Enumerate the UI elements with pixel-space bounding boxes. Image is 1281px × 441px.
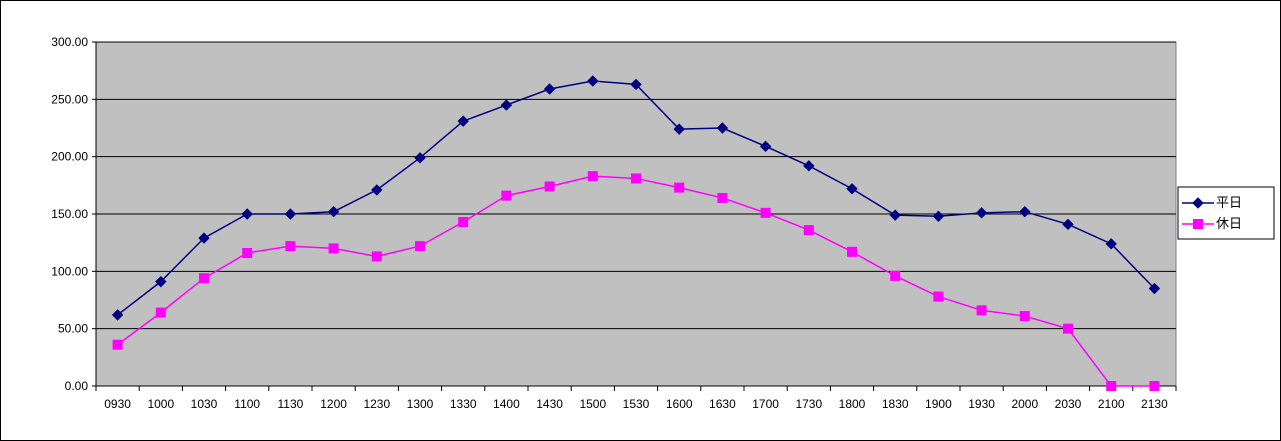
x-tick-label: 1630 xyxy=(709,397,736,411)
data-point-series-2 xyxy=(371,251,382,262)
data-point-series-1 xyxy=(759,140,772,153)
x-tick-label: 1100 xyxy=(234,397,260,411)
x-tick-label: 1130 xyxy=(277,397,303,411)
data-point-series-1 xyxy=(630,78,642,91)
data-point-series-1 xyxy=(889,209,901,221)
y-tick-label: 50.00 xyxy=(58,322,88,336)
data-point-series-1 xyxy=(932,210,945,223)
x-tick-label: 1830 xyxy=(882,397,909,411)
data-point-series-2 xyxy=(933,291,944,302)
x-tick-label: 0930 xyxy=(104,397,131,411)
data-point-series-1 xyxy=(111,309,124,321)
data-point-series-1 xyxy=(155,275,167,288)
x-tick-label: 1700 xyxy=(752,397,779,411)
data-point-series-2 xyxy=(285,241,296,252)
x-tick-label: 1230 xyxy=(363,397,390,411)
data-point-series-2 xyxy=(155,307,166,318)
data-point-series-2 xyxy=(112,339,123,350)
data-point-series-1 xyxy=(543,83,556,95)
x-tick-label: 1600 xyxy=(666,397,693,411)
y-tick-label: 0.00 xyxy=(65,379,89,393)
data-point-series-2 xyxy=(199,273,209,284)
x-tick-label: 1800 xyxy=(839,397,866,411)
data-point-series-1 xyxy=(803,160,815,172)
legend-marker-series-1 xyxy=(1192,197,1204,209)
y-tick-label: 100.00 xyxy=(51,264,88,278)
data-point-series-2 xyxy=(242,247,253,258)
x-tick-label: 1430 xyxy=(536,397,563,411)
data-point-series-2 xyxy=(890,270,901,281)
data-point-series-2 xyxy=(674,182,685,193)
x-axis: 0930 1000 1030 1100 1130 1200 1230 1300 1330 1400… xyxy=(95,385,1177,411)
y-tick-label: 200.00 xyxy=(51,150,88,164)
x-tick-label: 2100 xyxy=(1098,397,1125,411)
data-point-series-1 xyxy=(457,115,469,127)
legend-box xyxy=(1177,186,1275,240)
data-point-series-2 xyxy=(760,207,771,218)
data-point-series-2 xyxy=(544,181,555,192)
x-tick-label: 1300 xyxy=(407,397,434,411)
data-point-series-2 xyxy=(1106,381,1117,391)
y-tick-label: 250.00 xyxy=(51,92,88,106)
data-point-series-1 xyxy=(1062,218,1074,231)
data-point-series-1 xyxy=(327,205,340,218)
data-point-series-2 xyxy=(1149,381,1160,391)
data-point-series-2 xyxy=(501,190,512,201)
data-point-series-1 xyxy=(414,152,426,164)
data-point-series-1 xyxy=(1148,282,1161,295)
x-tick-label: 2130 xyxy=(1141,397,1168,411)
data-point-series-1 xyxy=(371,184,383,196)
data-point-series-2 xyxy=(1063,323,1073,334)
legend-label-series-2: 休日 xyxy=(1216,217,1242,232)
data-point-series-1 xyxy=(975,207,988,219)
data-point-series-2 xyxy=(415,241,425,252)
data-point-series-1 xyxy=(587,75,599,87)
data-point-series-1 xyxy=(198,232,210,244)
data-point-series-2 xyxy=(803,225,814,236)
x-tick-label: 1030 xyxy=(191,397,218,411)
data-point-series-1 xyxy=(241,208,253,220)
x-tick-label: 1730 xyxy=(795,397,822,411)
data-point-series-2 xyxy=(458,217,469,228)
series-markers xyxy=(111,75,1161,391)
y-axis: 0.00 50.00 100.00 150.00 200.00 250.00 300.00 xyxy=(51,35,97,393)
x-tick-label: 1000 xyxy=(147,397,174,411)
legend-marker-series-2 xyxy=(1193,219,1203,229)
legend: 平日 休日 xyxy=(1177,186,1275,240)
x-tick-label: 1530 xyxy=(623,397,650,411)
y-tick-label: 150.00 xyxy=(51,207,88,221)
x-tick-label: 2000 xyxy=(1011,397,1038,411)
data-point-series-1 xyxy=(716,122,729,134)
x-tick-label: 1400 xyxy=(493,397,520,411)
data-point-series-1 xyxy=(500,99,513,111)
data-point-series-1 xyxy=(673,123,685,135)
data-point-series-1 xyxy=(1019,205,1031,218)
data-point-series-2 xyxy=(847,246,857,257)
x-tick-label: 1500 xyxy=(579,397,606,411)
data-point-series-2 xyxy=(717,192,728,203)
x-tick-label: 1330 xyxy=(450,397,477,411)
x-tick-label: 1200 xyxy=(320,397,347,411)
data-point-series-1 xyxy=(846,183,858,195)
legend-label-series-1: 平日 xyxy=(1216,196,1242,211)
x-tick-label: 1900 xyxy=(925,397,952,411)
data-point-series-2 xyxy=(631,173,641,184)
y-tick-label: 300.00 xyxy=(51,35,88,49)
data-point-series-1 xyxy=(284,208,297,220)
x-tick-label: 2030 xyxy=(1055,397,1082,411)
data-point-series-1 xyxy=(1105,238,1117,250)
data-point-series-2 xyxy=(328,243,339,254)
data-point-series-2 xyxy=(587,171,598,182)
data-point-series-2 xyxy=(1019,311,1030,322)
x-tick-label: 1930 xyxy=(968,397,995,411)
gridlines xyxy=(96,41,1176,330)
data-point-series-2 xyxy=(976,305,987,316)
